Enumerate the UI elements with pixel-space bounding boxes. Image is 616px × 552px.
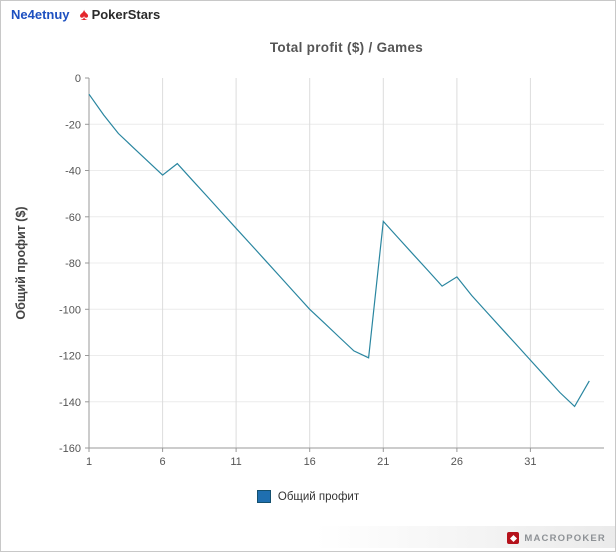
macropoker-logo[interactable]: MACROPOKER <box>507 532 606 544</box>
svg-text:0: 0 <box>75 73 81 85</box>
svg-text:6: 6 <box>160 456 166 468</box>
brand-text: MACROPOKER <box>524 532 606 544</box>
svg-text:31: 31 <box>524 456 536 468</box>
svg-text:Общий профит ($): Общий профит ($) <box>14 206 28 319</box>
svg-text:16: 16 <box>304 456 316 468</box>
svg-text:-120: -120 <box>59 351 81 363</box>
chart-title: Total profit ($) / Games <box>269 40 424 55</box>
legend-swatch <box>256 490 271 503</box>
svg-text:-40: -40 <box>65 166 81 178</box>
svg-text:-80: -80 <box>65 258 81 270</box>
macropoker-icon <box>507 532 520 544</box>
legend-label: Общий профит <box>277 490 360 503</box>
footer-fade <box>315 526 615 548</box>
svg-text:-60: -60 <box>65 212 81 224</box>
username-link[interactable]: Ne4etnuy <box>11 7 70 22</box>
svg-text:26: 26 <box>451 456 463 468</box>
svg-text:-100: -100 <box>59 304 81 316</box>
svg-text:-140: -140 <box>59 397 81 409</box>
svg-text:11: 11 <box>230 456 241 468</box>
svg-text:21: 21 <box>377 456 389 468</box>
svg-text:-20: -20 <box>65 119 81 131</box>
chart-legend: Общий профит <box>1 490 615 503</box>
header: Ne4etnuy ♠ PokerStars <box>11 4 161 24</box>
site-name-label: PokerStars <box>91 7 161 22</box>
svg-text:1: 1 <box>86 456 92 468</box>
svg-text:-160: -160 <box>59 443 81 455</box>
pokerstars-spade-icon: ♠ <box>79 4 89 24</box>
